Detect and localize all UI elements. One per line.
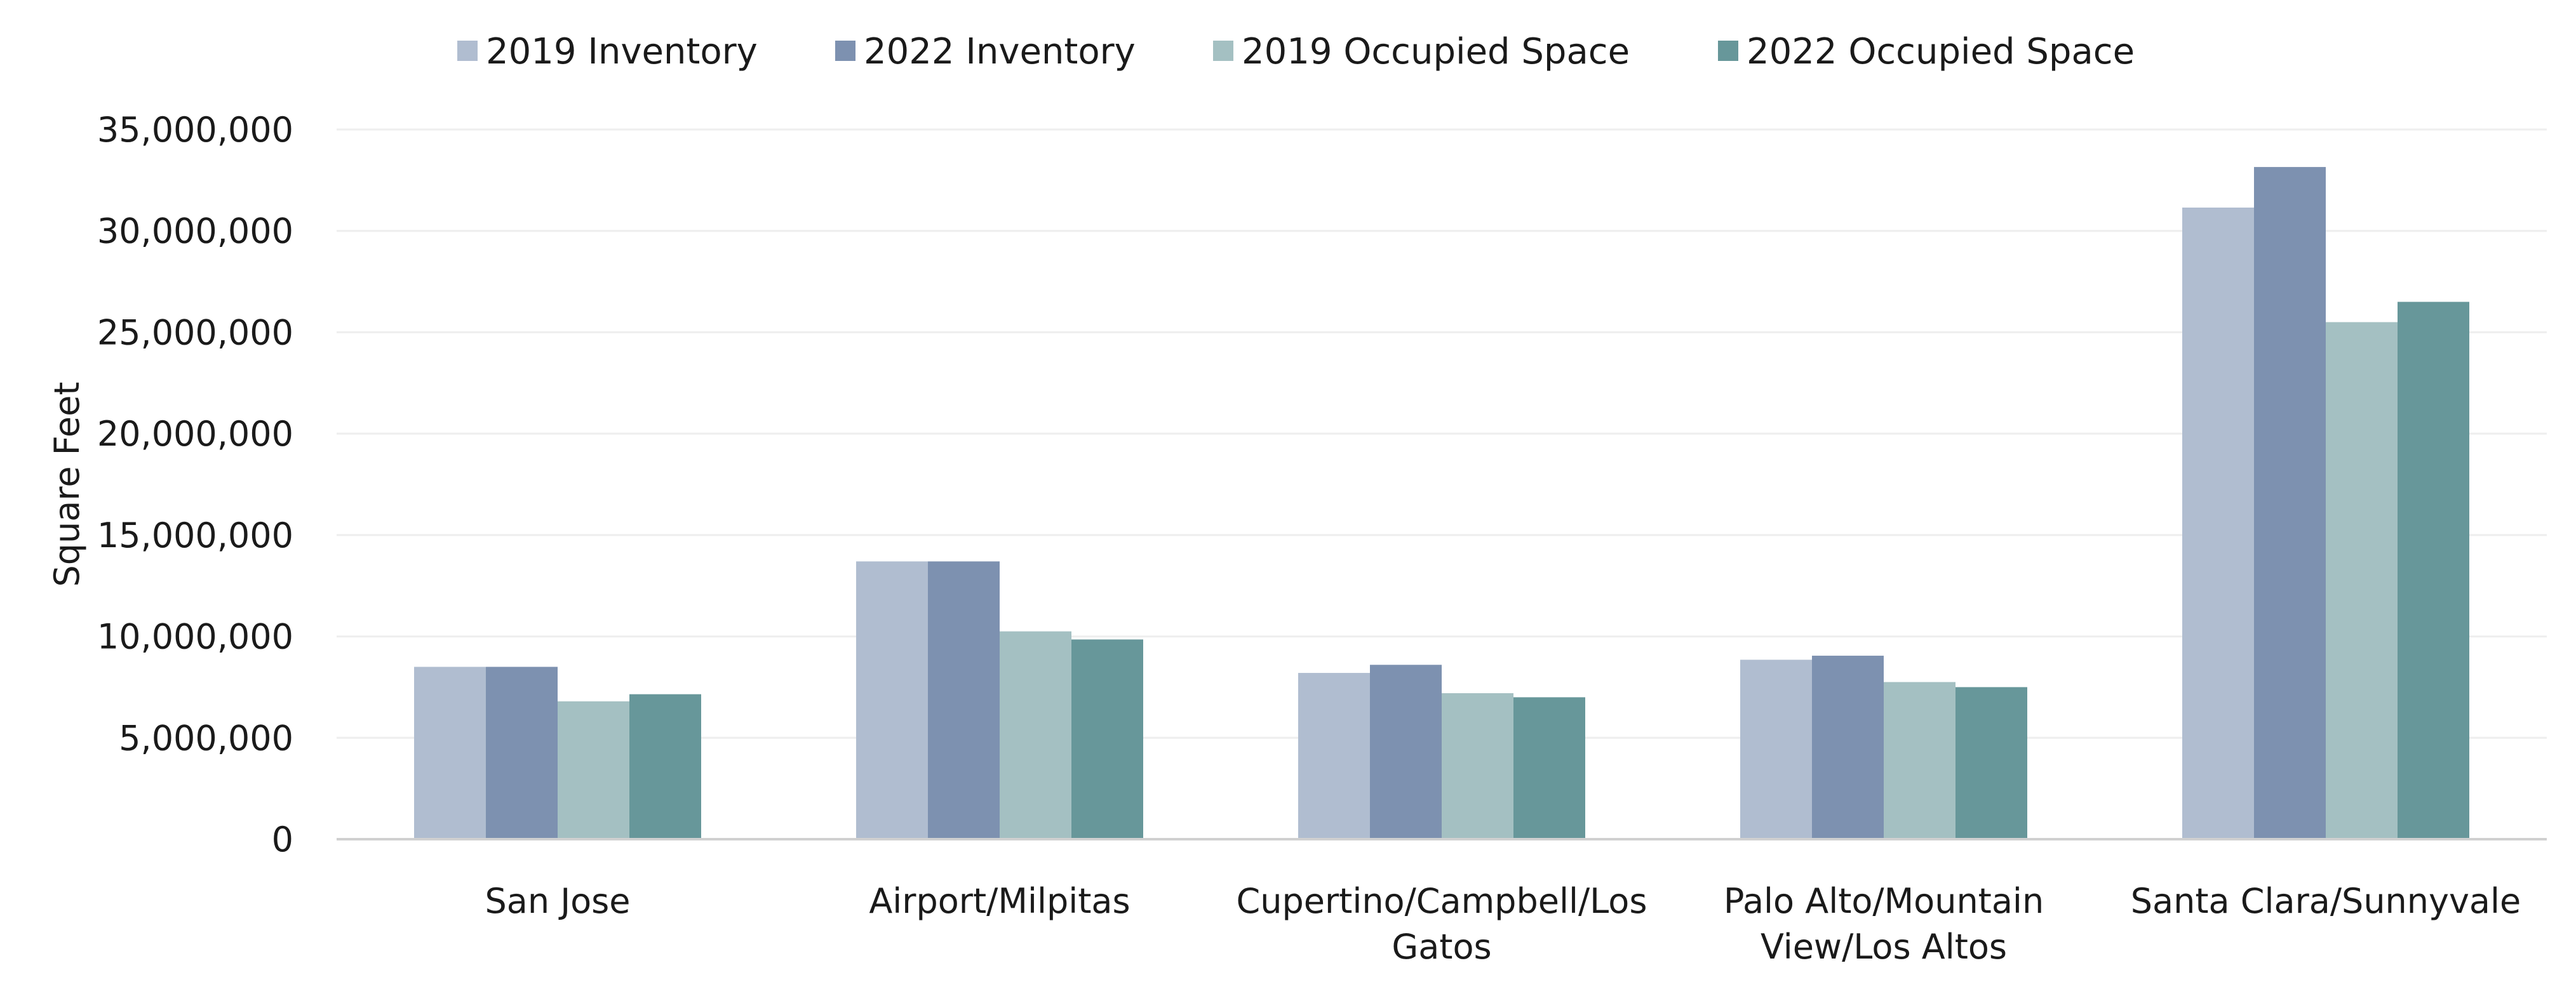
bar-2019-inventory xyxy=(414,667,486,839)
legend-label: 2022 Inventory xyxy=(864,31,1136,72)
gridlines xyxy=(337,128,2547,739)
x-tick-label: Santa Clara/Sunnyvale xyxy=(2131,881,2521,921)
bar-2019-inventory xyxy=(2182,207,2254,840)
bar-2019-occupied-space xyxy=(2326,322,2398,839)
bar-2019-inventory xyxy=(1740,660,1812,839)
bar-2022-occupied-space xyxy=(1071,639,1143,839)
legend-label: 2022 Occupied Space xyxy=(1747,31,2135,72)
bar-2019-occupied-space xyxy=(1884,682,1955,839)
y-tick-label: 20,000,000 xyxy=(97,414,293,454)
bar-2022-occupied-space xyxy=(1955,687,2027,839)
bar-2022-inventory xyxy=(1812,655,1884,839)
bar-2022-inventory xyxy=(1370,665,1442,839)
bar-2022-occupied-space xyxy=(629,694,701,839)
legend-swatch xyxy=(835,41,855,61)
x-tick-label: Cupertino/Campbell/Los xyxy=(1237,881,1647,921)
bar-2019-occupied-space xyxy=(558,701,629,839)
bar-2019-inventory xyxy=(856,561,928,839)
legend-swatch xyxy=(1718,41,1738,61)
bar-2022-occupied-space xyxy=(1513,697,1585,839)
bar-2019-inventory xyxy=(1298,673,1370,839)
bar-2019-occupied-space xyxy=(1442,693,1513,839)
y-axis-label: Square Feet xyxy=(47,382,87,587)
bar-2022-occupied-space xyxy=(2398,302,2469,839)
bar-2019-occupied-space xyxy=(1000,631,1071,839)
x-axis-labels: San Jose Airport/Milpitas Cupertino/Campbe… xyxy=(485,881,2521,967)
x-tick-label: Airport/Milpitas xyxy=(869,881,1130,921)
legend-label: 2019 Occupied Space xyxy=(1242,31,1630,72)
legend-swatch xyxy=(1213,41,1233,61)
x-tick-label: Palo Alto/Mountain xyxy=(1724,881,2044,921)
y-axis-ticks: 0 5,000,000 10,000,000 15,000,000 20,000,000… xyxy=(97,110,293,860)
bar-2022-inventory xyxy=(486,667,558,839)
x-tick-label: View/Los Altos xyxy=(1761,927,2007,967)
legend-swatch xyxy=(457,41,478,61)
legend: 2019 Inventory 2022 Inventory 2019 Occupie… xyxy=(457,31,2135,72)
x-tick-label: San Jose xyxy=(485,881,630,921)
y-tick-label: 0 xyxy=(272,820,293,860)
legend-label: 2019 Inventory xyxy=(486,31,758,72)
y-tick-label: 30,000,000 xyxy=(97,211,293,251)
bars xyxy=(414,167,2469,840)
x-tick-label: Gatos xyxy=(1392,927,1491,967)
bar-2022-inventory xyxy=(2254,167,2326,840)
y-tick-label: 15,000,000 xyxy=(97,515,293,555)
y-tick-label: 35,000,000 xyxy=(97,110,293,150)
bar-2022-inventory xyxy=(928,561,1000,839)
y-tick-label: 25,000,000 xyxy=(97,312,293,352)
y-tick-label: 10,000,000 xyxy=(97,617,293,657)
y-tick-label: 5,000,000 xyxy=(119,718,293,758)
